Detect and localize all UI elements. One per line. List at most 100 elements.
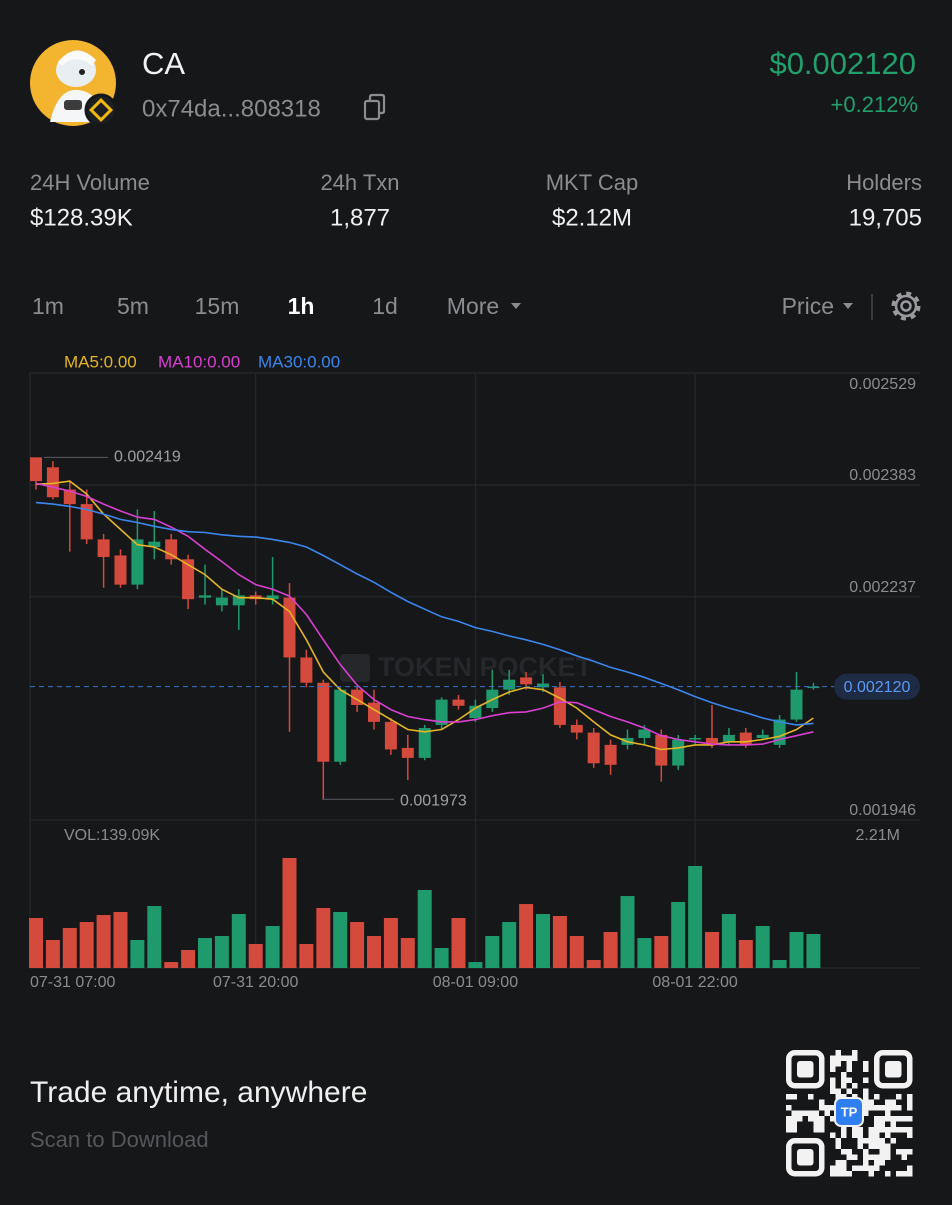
- qr-module: [879, 1160, 885, 1166]
- copy-button[interactable]: [363, 93, 386, 121]
- candle-body: [503, 679, 516, 690]
- volume-bar: [214, 935, 229, 968]
- volume-bar: [586, 959, 601, 968]
- qr-module: [797, 1110, 803, 1116]
- dropdown-caret: [843, 303, 853, 309]
- volume-bar: [772, 959, 787, 968]
- qr-module: [863, 1099, 869, 1105]
- volume-bar: [721, 914, 736, 968]
- volume-bar: [367, 935, 381, 968]
- candle-body: [215, 597, 228, 606]
- volume-bar: [231, 914, 246, 968]
- candle-body: [689, 737, 702, 740]
- qr-module: [885, 1143, 891, 1149]
- footer-headline: Trade anytime, anywhere: [30, 1076, 367, 1109]
- interval-tab[interactable]: More: [447, 293, 499, 319]
- settings-button[interactable]: [891, 291, 921, 321]
- qr-module: [907, 1094, 913, 1100]
- volume-bar: [671, 902, 686, 968]
- candle-body: [148, 541, 161, 548]
- qr-finder: [786, 1138, 825, 1177]
- qr-module: [885, 1110, 891, 1116]
- qr-module: [863, 1138, 869, 1144]
- qr-module: [808, 1110, 814, 1116]
- volume-bar: [333, 911, 348, 968]
- qr-module: [791, 1127, 797, 1133]
- interval-tab[interactable]: 15m: [195, 293, 240, 319]
- volume-bar: [536, 914, 550, 968]
- qr-finder: [786, 1050, 825, 1089]
- qr-module: [791, 1094, 797, 1100]
- y-tick-label: 0.002529: [849, 376, 916, 393]
- qr-module: [879, 1154, 885, 1160]
- interval-tab[interactable]: 1m: [32, 293, 64, 319]
- qr-module: [874, 1143, 880, 1149]
- qr-module: [841, 1165, 847, 1171]
- volume-bar: [417, 889, 432, 968]
- x-tick-label: 08-01 09:00: [433, 974, 519, 991]
- qr-module: [868, 1127, 874, 1133]
- volume-bar: [434, 947, 449, 968]
- qr-module: [857, 1143, 863, 1149]
- footer-subline: Scan to Download: [30, 1127, 209, 1152]
- qr-module: [901, 1149, 907, 1155]
- qr-module: [830, 1061, 836, 1067]
- qr-module: [835, 1160, 841, 1166]
- qr-module: [841, 1132, 847, 1138]
- qr-module: [846, 1088, 852, 1094]
- qr-module: [813, 1127, 819, 1133]
- price-mode[interactable]: Price: [782, 293, 834, 319]
- qr-module: [852, 1050, 858, 1056]
- volume-bar: [248, 943, 263, 968]
- qr-module: [868, 1132, 874, 1138]
- interval-tab[interactable]: 5m: [117, 293, 149, 319]
- x-tick-label: 07-31 07:00: [30, 974, 116, 991]
- qr-module: [841, 1083, 847, 1089]
- qr-module: [901, 1171, 907, 1177]
- qr-module: [863, 1149, 869, 1155]
- qr-module: [841, 1077, 847, 1083]
- stat-value: $2.12M: [552, 204, 632, 231]
- qr-module: [863, 1094, 869, 1100]
- interval-tab[interactable]: 1h: [288, 293, 315, 319]
- candle-body: [570, 724, 583, 733]
- volume-label: VOL:139.09K: [64, 827, 160, 844]
- candle-body: [807, 686, 820, 689]
- volume-bar: [654, 935, 669, 968]
- stat-value: 19,705: [849, 204, 922, 231]
- qr-module: [907, 1171, 913, 1177]
- qr-module: [841, 1055, 847, 1061]
- qr-module: [841, 1171, 847, 1177]
- qr-code: TP: [784, 1048, 915, 1179]
- qr-module: [863, 1110, 869, 1116]
- candle-body: [97, 539, 110, 558]
- volume-bar: [806, 934, 821, 968]
- qr-module: [813, 1110, 819, 1116]
- qr-module: [868, 1099, 874, 1105]
- volume-bar: [451, 918, 466, 968]
- interval-tab[interactable]: 1d: [372, 293, 398, 319]
- qr-finder: [797, 1061, 814, 1078]
- qr-module: [879, 1116, 885, 1122]
- volume-bar: [400, 938, 415, 968]
- qr-badge-text: TP: [841, 1104, 858, 1119]
- qr-module: [852, 1127, 858, 1133]
- volume-bar: [299, 943, 314, 968]
- qr-module: [885, 1099, 891, 1105]
- stat-label: MKT Cap: [546, 170, 639, 195]
- qr-module: [874, 1094, 880, 1100]
- qr-module: [824, 1105, 830, 1111]
- qr-module: [841, 1149, 847, 1155]
- qr-module: [852, 1132, 858, 1138]
- qr-module: [885, 1149, 891, 1155]
- qr-module: [857, 1165, 863, 1171]
- qr-module: [885, 1154, 891, 1160]
- candle-body: [114, 555, 127, 585]
- qr-module: [835, 1143, 841, 1149]
- qr-module: [786, 1116, 792, 1122]
- qr-module: [846, 1066, 852, 1072]
- qr-module: [863, 1088, 869, 1094]
- qr-module: [835, 1088, 841, 1094]
- qr-module: [846, 1154, 852, 1160]
